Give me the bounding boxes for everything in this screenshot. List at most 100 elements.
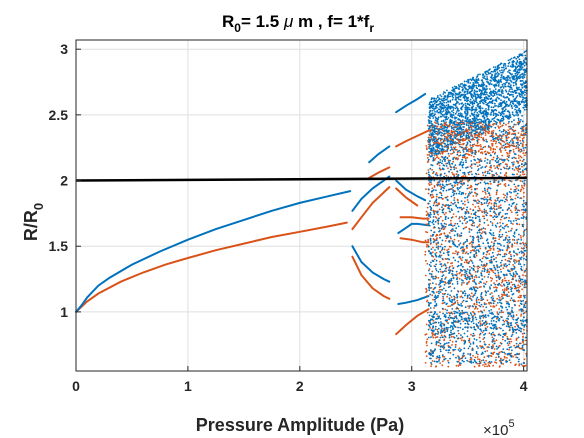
scatter-point bbox=[500, 81, 503, 83]
scatter-point bbox=[464, 104, 467, 107]
scatter-point bbox=[486, 346, 489, 349]
scatter-point bbox=[442, 270, 444, 273]
scatter-point bbox=[515, 74, 518, 77]
scatter-point bbox=[447, 293, 449, 296]
scatter-point bbox=[501, 90, 504, 92]
scatter-point bbox=[431, 233, 434, 236]
scatter-point bbox=[523, 173, 526, 176]
scatter-point bbox=[435, 239, 438, 242]
scatter-point bbox=[476, 362, 479, 365]
scatter-point bbox=[492, 129, 495, 132]
scatter-point bbox=[498, 248, 501, 251]
scatter-point bbox=[428, 183, 430, 185]
scatter-point bbox=[500, 327, 502, 330]
scatter-point bbox=[473, 334, 476, 337]
scatter-point bbox=[469, 115, 472, 117]
scatter-point bbox=[460, 334, 462, 336]
scatter-point bbox=[426, 311, 429, 314]
scatter-point bbox=[452, 138, 454, 141]
scatter-point bbox=[519, 263, 522, 266]
scatter-point bbox=[484, 166, 487, 169]
scatter-point bbox=[439, 94, 442, 96]
scatter-point bbox=[429, 101, 431, 104]
scatter-point bbox=[497, 180, 500, 183]
scatter-point bbox=[466, 142, 469, 145]
scatter-point bbox=[484, 294, 487, 296]
scatter-point bbox=[506, 293, 508, 296]
scatter-point bbox=[427, 269, 430, 272]
scatter-point bbox=[486, 365, 488, 368]
scatter-point bbox=[480, 89, 483, 92]
scatter-point bbox=[522, 125, 525, 128]
scatter-point bbox=[521, 186, 524, 189]
scatter-point bbox=[471, 125, 474, 128]
scatter-point bbox=[468, 242, 471, 245]
scatter-point bbox=[524, 211, 526, 214]
scatter-point bbox=[519, 197, 522, 200]
scatter-point bbox=[458, 181, 460, 184]
scatter-point bbox=[522, 339, 524, 342]
scatter-point bbox=[467, 195, 469, 198]
scatter-point bbox=[433, 153, 436, 155]
scatter-point bbox=[473, 86, 475, 88]
scatter-point bbox=[504, 279, 506, 282]
scatter-point bbox=[481, 203, 484, 206]
scatter-point bbox=[454, 325, 456, 328]
scatter-point bbox=[510, 211, 513, 214]
scatter-point bbox=[512, 223, 514, 225]
scatter-point bbox=[435, 365, 437, 368]
scatter-point bbox=[478, 266, 481, 269]
scatter-point bbox=[451, 89, 454, 92]
scatter-point bbox=[464, 341, 467, 344]
scatter-point bbox=[507, 344, 510, 347]
scatter-point bbox=[432, 255, 435, 258]
scatter-point bbox=[464, 269, 467, 272]
scatter-point bbox=[521, 98, 524, 101]
scatter-point bbox=[462, 207, 465, 210]
scatter-point bbox=[509, 209, 512, 212]
scatter-point bbox=[461, 164, 464, 167]
scatter-point bbox=[431, 169, 433, 171]
scatter-point bbox=[429, 353, 432, 355]
scatter-point bbox=[482, 174, 485, 177]
scatter-point bbox=[489, 354, 492, 357]
scatter-point bbox=[439, 291, 442, 293]
scatter-point bbox=[443, 358, 446, 361]
scatter-point bbox=[499, 311, 501, 314]
scatter-point bbox=[460, 232, 463, 235]
scatter-point bbox=[520, 142, 522, 145]
scatter-point bbox=[458, 154, 460, 157]
scatter-point bbox=[479, 316, 481, 319]
scatter-point bbox=[520, 209, 523, 211]
scatter-point bbox=[439, 236, 441, 239]
scatter-point bbox=[450, 135, 453, 138]
scatter-point bbox=[437, 290, 440, 293]
scatter-point bbox=[497, 295, 500, 297]
scatter-point bbox=[485, 280, 488, 283]
scatter-point bbox=[511, 63, 514, 65]
scatter-point bbox=[500, 357, 502, 360]
scatter-point bbox=[485, 97, 487, 100]
scatter-point bbox=[487, 276, 489, 278]
scatter-point bbox=[461, 166, 464, 169]
scatter-point bbox=[507, 79, 509, 81]
scatter-point bbox=[492, 147, 495, 150]
scatter-point bbox=[483, 361, 486, 364]
scatter-point bbox=[486, 212, 489, 215]
scatter-point bbox=[486, 70, 489, 73]
scatter-point bbox=[434, 157, 437, 160]
scatter-point bbox=[502, 87, 505, 89]
scatter-point bbox=[485, 262, 488, 265]
scatter-point bbox=[498, 318, 501, 320]
scatter-point bbox=[510, 205, 513, 208]
scatter-point bbox=[482, 227, 485, 230]
scatter-point bbox=[455, 111, 458, 113]
scatter-point bbox=[522, 69, 525, 71]
scatter-point bbox=[463, 86, 466, 89]
scatter-point bbox=[516, 88, 519, 91]
scatter-point bbox=[439, 173, 442, 176]
scatter-point bbox=[459, 326, 462, 329]
scatter-point bbox=[451, 265, 454, 267]
scatter-point bbox=[470, 260, 473, 262]
scatter-point bbox=[453, 287, 456, 290]
